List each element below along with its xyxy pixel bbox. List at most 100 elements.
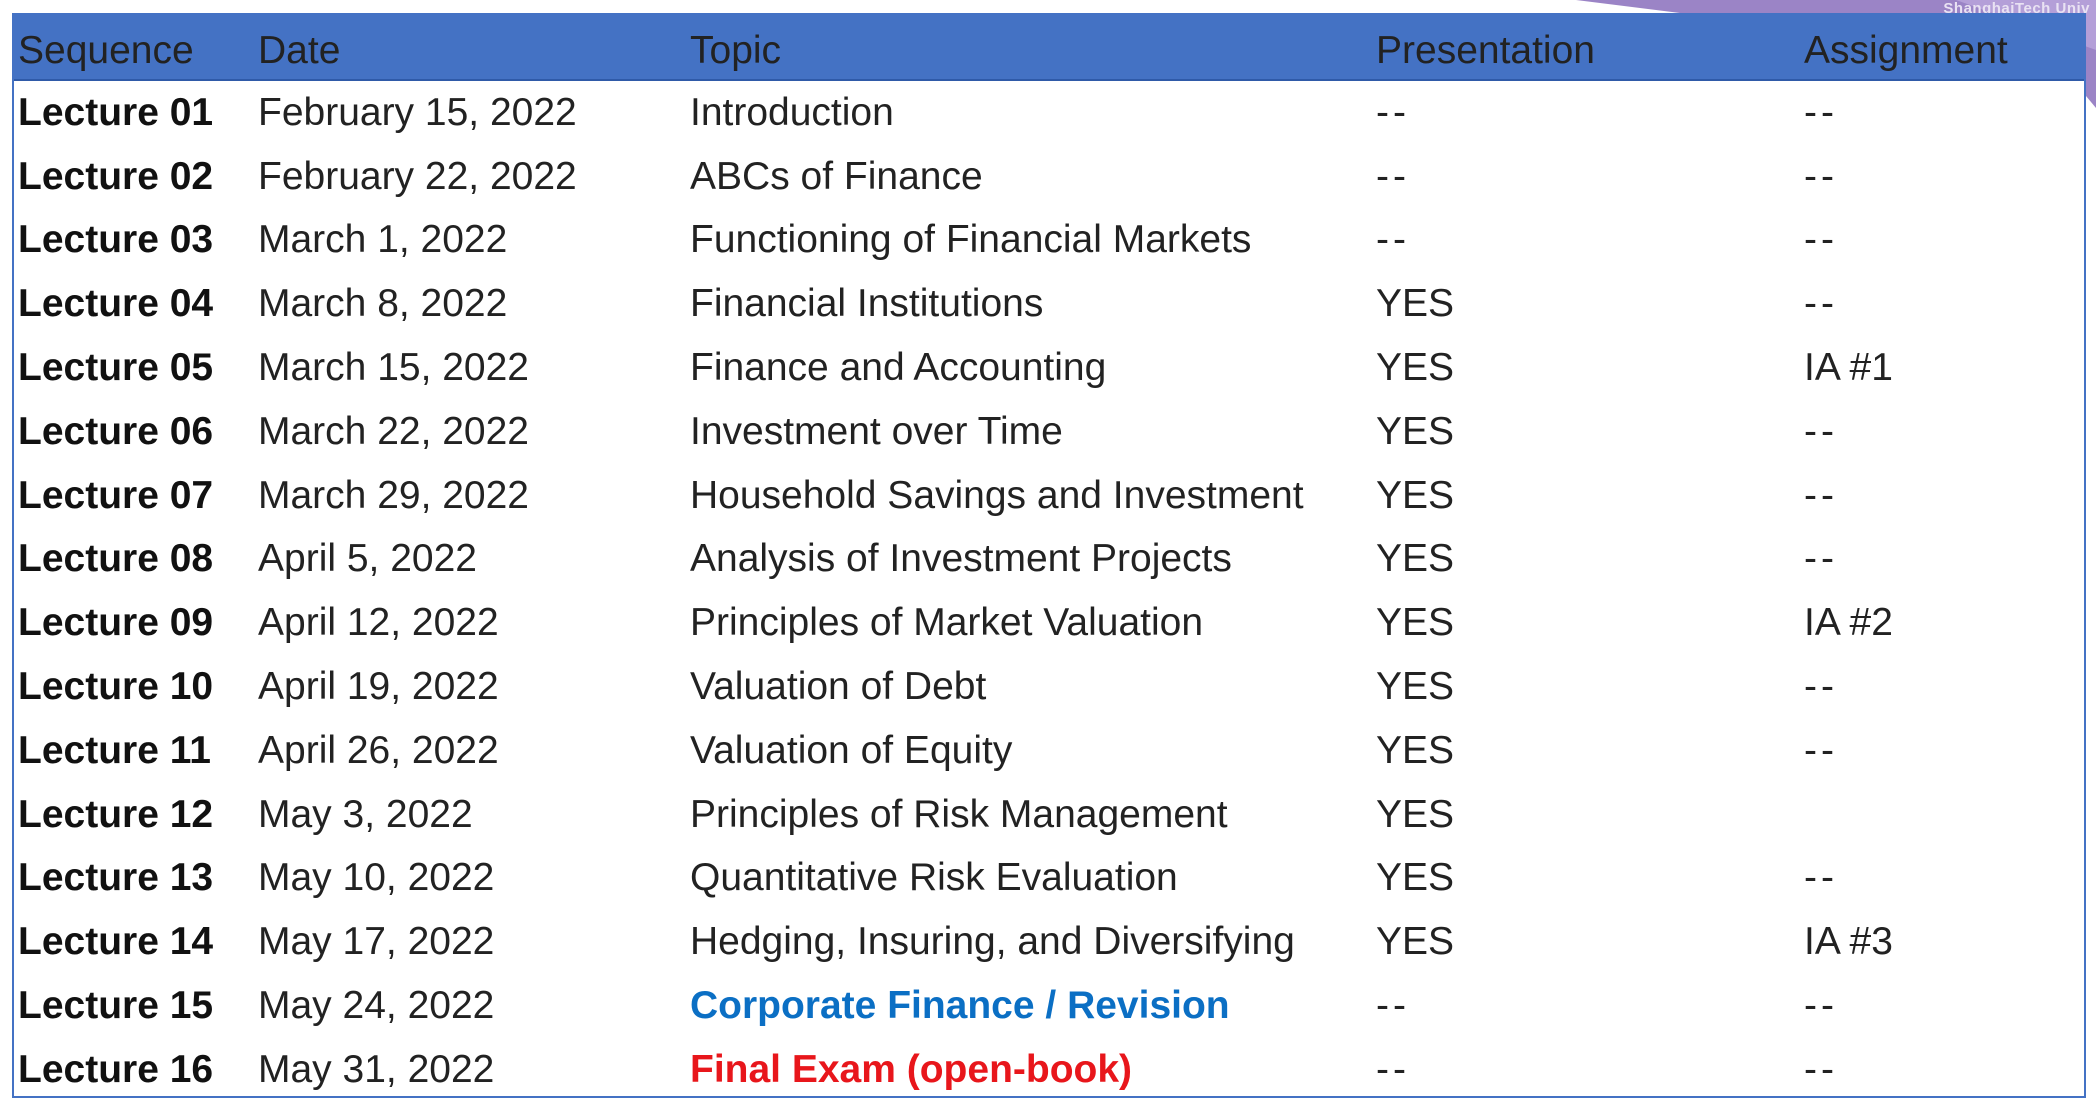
cell-sequence: Lecture 15 [18, 984, 214, 1028]
table-row: Lecture 02 February 22, 2022 ABCs of Finan… [14, 145, 2084, 209]
cell-assignment: -- [1804, 665, 1838, 709]
cell-assignment: -- [1804, 282, 1838, 326]
cell-date: March 29, 2022 [258, 473, 530, 517]
cell-topic: Principles of Market Valuation [690, 601, 1204, 645]
cell-presentation: YES [1376, 473, 1455, 517]
cell-topic: Functioning of Financial Markets [690, 218, 1252, 262]
cell-presentation: -- [1376, 984, 1410, 1028]
cell-sequence: Lecture 11 [18, 728, 211, 772]
cell-topic: Finance and Accounting [690, 346, 1107, 390]
cell-topic: Corporate Finance / Revision [690, 984, 1230, 1028]
lecture-schedule-table: Sequence Date Topic Presentation Assignm… [12, 13, 2086, 1098]
cell-date: May 31, 2022 [258, 1047, 495, 1091]
table-row: Lecture 13 May 10, 2022 Quantitative Risk … [14, 847, 2084, 911]
cell-topic: Valuation of Equity [690, 728, 1013, 772]
cell-sequence: Lecture 08 [18, 537, 214, 581]
cell-presentation: -- [1376, 154, 1410, 198]
table-row: Lecture 10 April 19, 2022 Valuation of Deb… [14, 655, 2084, 719]
cell-presentation: -- [1376, 218, 1410, 262]
cell-date: April 26, 2022 [258, 728, 499, 772]
cell-topic: Introduction [690, 90, 894, 134]
cell-sequence: Lecture 13 [18, 856, 214, 900]
table-row: Lecture 03 March 1, 2022 Functioning of Fi… [14, 209, 2084, 273]
cell-topic: Hedging, Insuring, and Diversifying [690, 920, 1295, 964]
header-assignment: Assignment [1804, 29, 2008, 72]
cell-date: March 22, 2022 [258, 409, 530, 453]
cell-date: April 12, 2022 [258, 601, 499, 645]
cell-sequence: Lecture 07 [18, 473, 214, 517]
cell-sequence: Lecture 09 [18, 601, 214, 645]
cell-assignment: -- [1804, 409, 1838, 453]
table-row: Lecture 05 March 15, 2022 Finance and Acco… [14, 336, 2084, 400]
cell-topic: Investment over Time [690, 409, 1063, 453]
header-presentation: Presentation [1376, 29, 1595, 72]
cell-assignment: -- [1804, 984, 1838, 1028]
cell-presentation: YES [1376, 728, 1455, 772]
cell-presentation: YES [1376, 601, 1455, 645]
cell-date: February 22, 2022 [258, 154, 577, 198]
table-row: Lecture 04 March 8, 2022 Financial Institu… [14, 272, 2084, 336]
cell-date: May 10, 2022 [258, 856, 495, 900]
cell-date: May 17, 2022 [258, 920, 495, 964]
cell-assignment: -- [1804, 218, 1838, 262]
cell-topic: Household Savings and Investment [690, 473, 1304, 517]
table-row: Lecture 14 May 17, 2022 Hedging, Insuring,… [14, 910, 2084, 974]
cell-presentation: YES [1376, 792, 1455, 836]
cell-assignment: -- [1804, 154, 1838, 198]
cell-assignment: -- [1804, 537, 1838, 581]
cell-topic: Principles of Risk Management [690, 792, 1228, 836]
cell-sequence: Lecture 14 [18, 920, 214, 964]
cell-sequence: Lecture 06 [18, 409, 214, 453]
cell-date: March 1, 2022 [258, 218, 508, 262]
cell-assignment: -- [1804, 473, 1838, 517]
cell-presentation: YES [1376, 920, 1455, 964]
table-row: Lecture 06 March 22, 2022 Investment over … [14, 400, 2084, 464]
cell-presentation: -- [1376, 90, 1410, 134]
table-row: Lecture 08 April 5, 2022 Analysis of Inves… [14, 528, 2084, 592]
cell-topic: Final Exam (open-book) [690, 1047, 1133, 1091]
cell-assignment: -- [1804, 90, 1838, 134]
cell-date: April 19, 2022 [258, 665, 499, 709]
table-row: Lecture 01 February 15, 2022 Introduction -… [14, 81, 2084, 145]
header-date: Date [258, 29, 341, 72]
header-topic: Topic [690, 29, 782, 72]
cell-presentation: YES [1376, 537, 1455, 581]
cell-date: March 15, 2022 [258, 346, 530, 390]
logo-text: ShanghaiTech Univ [1943, 0, 2090, 17]
cell-presentation: YES [1376, 665, 1455, 709]
header-sequence: Sequence [18, 29, 194, 72]
table-row: Lecture 11 April 26, 2022 Valuation of Equ… [14, 719, 2084, 783]
cell-sequence: Lecture 01 [18, 90, 214, 134]
cell-topic: Financial Institutions [690, 282, 1044, 326]
cell-sequence: Lecture 10 [18, 665, 214, 709]
cell-presentation: YES [1376, 409, 1455, 453]
table-row: Lecture 09 April 12, 2022 Principles of Ma… [14, 591, 2084, 655]
cell-assignment: IA #2 [1804, 601, 1893, 645]
cell-topic: Quantitative Risk Evaluation [690, 856, 1178, 900]
table-row: Lecture 15 May 24, 2022 Corporate Finance … [14, 974, 2084, 1038]
cell-sequence: Lecture 12 [18, 792, 214, 836]
cell-sequence: Lecture 05 [18, 346, 214, 390]
cell-topic: ABCs of Finance [690, 154, 983, 198]
table-header: Sequence Date Topic Presentation Assignm… [14, 15, 2084, 81]
cell-sequence: Lecture 04 [18, 282, 214, 326]
table-body: Lecture 01 February 15, 2022 Introduction -… [14, 81, 2084, 1102]
cell-date: February 15, 2022 [258, 90, 577, 134]
cell-topic: Valuation of Debt [690, 665, 987, 709]
cell-date: May 3, 2022 [258, 792, 473, 836]
table-row: Lecture 16 May 31, 2022 Final Exam (open-b… [14, 1038, 2084, 1102]
cell-date: May 24, 2022 [258, 984, 495, 1028]
cell-date: March 8, 2022 [258, 282, 508, 326]
cell-sequence: Lecture 03 [18, 218, 214, 262]
cell-date: April 5, 2022 [258, 537, 477, 581]
cell-sequence: Lecture 16 [18, 1047, 214, 1091]
cell-presentation: YES [1376, 282, 1455, 326]
cell-presentation: YES [1376, 346, 1455, 390]
cell-assignment: IA #3 [1804, 920, 1893, 964]
cell-topic: Analysis of Investment Projects [690, 537, 1232, 581]
cell-presentation: YES [1376, 856, 1455, 900]
cell-assignment: -- [1804, 728, 1838, 772]
cell-assignment: -- [1804, 1047, 1838, 1091]
cell-assignment: IA #1 [1804, 346, 1893, 390]
table-row: Lecture 12 May 3, 2022 Principles of Risk … [14, 783, 2084, 847]
